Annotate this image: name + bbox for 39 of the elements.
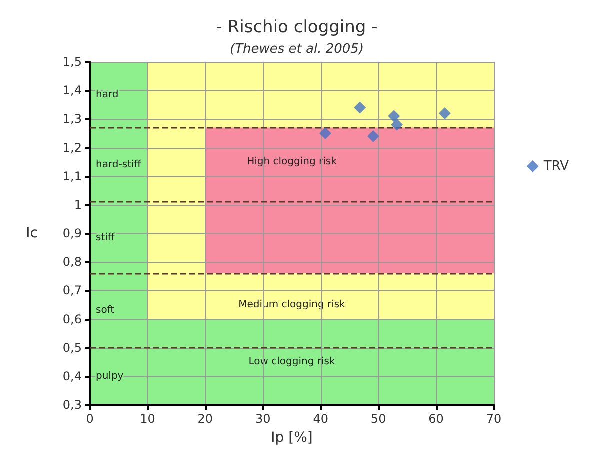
y-tick-label: 1,2: [62, 140, 82, 155]
point: [438, 107, 451, 120]
x-tick-label: 70: [486, 412, 502, 426]
annotation: pulpy: [96, 370, 124, 382]
x-tick-label: 10: [140, 412, 156, 426]
y-tick-label: 1,4: [62, 84, 82, 98]
x-tick-label: 60: [428, 412, 444, 426]
y-tick-label: 0,3: [62, 398, 82, 412]
x-tick-label: 0: [86, 412, 94, 426]
x-tick-label: 50: [370, 412, 386, 426]
point: [354, 102, 366, 114]
band-label: Medium clogging risk: [238, 299, 346, 310]
annotation: hard-stiff: [96, 159, 142, 170]
y-tick-label: 0,4: [62, 369, 82, 384]
y-tick-label: 1,1: [62, 169, 82, 184]
y-tick-label: 1,5: [62, 55, 82, 69]
point: [367, 130, 380, 142]
y-tick-label: 0,7: [62, 284, 82, 298]
chart-title: - Rischio clogging -: [216, 18, 378, 38]
point: [391, 118, 404, 131]
annotation: soft: [96, 305, 115, 316]
y-tick-label: 1: [74, 198, 82, 212]
y-tick-label: 0,6: [62, 312, 82, 326]
band-label: High clogging risk: [247, 156, 338, 168]
y-tick-label: 0,9: [62, 226, 82, 240]
x-tick-label: 30: [256, 412, 271, 426]
x-axis-title: Ip [%]: [271, 430, 313, 446]
y-tick-label: 1,3: [62, 112, 82, 126]
y-tick-label: 0,5: [62, 340, 82, 355]
annotation: hard: [96, 89, 119, 100]
point: [319, 127, 332, 140]
chart-subtitle: (Thewes et al. 2005): [230, 42, 364, 57]
legend-label: TRV: [542, 159, 570, 174]
annotation: stiff: [96, 232, 116, 244]
x-tick-label: 20: [198, 412, 214, 426]
point: [388, 110, 400, 122]
x-tick-label: 40: [313, 412, 328, 426]
y-tick-label: 0,8: [62, 255, 82, 270]
y-axis-title: Ic: [26, 226, 38, 242]
